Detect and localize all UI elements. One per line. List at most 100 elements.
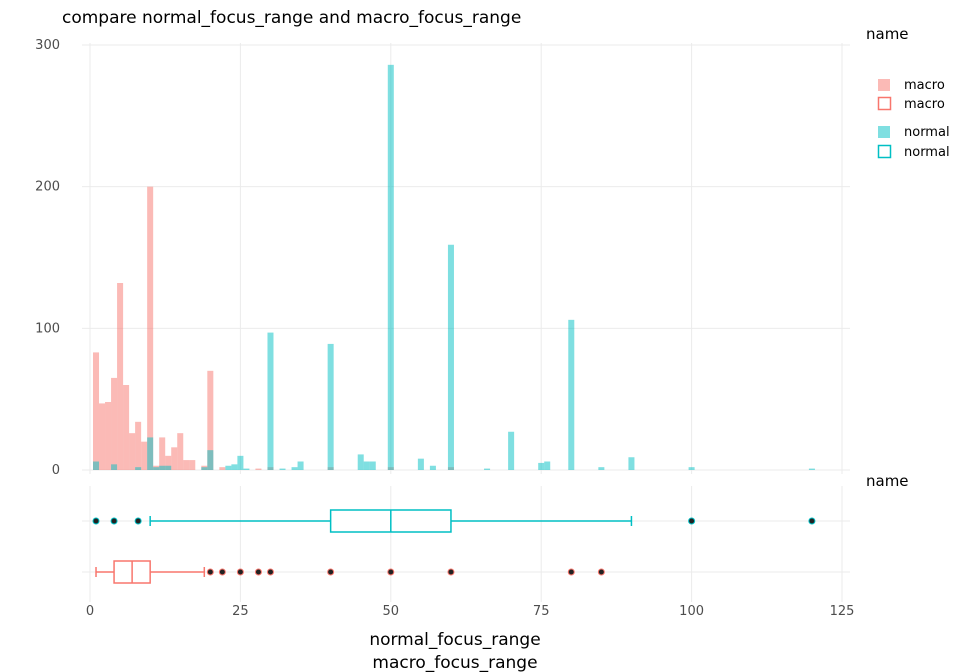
histogram-bar-macro <box>129 433 136 470</box>
histogram-bar-normal <box>291 467 298 470</box>
histogram-bar-macro <box>189 460 196 470</box>
legend-label-normal-fill: normal <box>904 125 950 140</box>
histogram-bar-macro <box>207 370 214 470</box>
histogram-bar-normal <box>267 332 274 470</box>
boxplot-macro <box>95 560 605 584</box>
outlier-point <box>327 568 335 576</box>
histogram-bar-macro <box>93 352 100 470</box>
histogram-bar-normal <box>369 461 376 470</box>
histogram-bar-normal <box>237 455 244 470</box>
histogram-bar-normal <box>327 343 334 470</box>
outlier-point <box>236 568 244 576</box>
x-axis-ticks: 0 25 50 75 100 125 <box>86 604 855 619</box>
legend-label-normal-box: normal <box>904 145 950 160</box>
histogram-bar-normal <box>538 462 545 470</box>
y-tick-label: 100 <box>35 321 60 336</box>
x-tick-label: 25 <box>232 604 249 619</box>
legend-label-macro-fill: macro <box>904 78 945 93</box>
outlier-point <box>597 568 605 576</box>
histogram-bar-normal <box>111 464 118 470</box>
outlier-point <box>447 568 455 576</box>
x-axis-title: normal_focus_range <box>369 630 540 650</box>
outlier-point <box>254 568 262 576</box>
y-tick-label: 300 <box>35 38 60 53</box>
histogram-bar-normal <box>165 465 172 470</box>
histogram-bar-normal <box>598 467 605 470</box>
histogram-bar-macro <box>177 433 184 470</box>
y-axis-ticks: 0 100 200 300 <box>35 38 60 478</box>
legend: name macro macro normal normal name <box>866 25 950 490</box>
legend-title: name <box>866 25 909 43</box>
histogram-bar-normal <box>243 468 250 470</box>
outlier-point <box>266 568 274 576</box>
outlier-point <box>92 517 100 525</box>
grid <box>82 43 850 602</box>
histogram-bar-normal <box>135 467 142 470</box>
histogram-bar-normal <box>417 458 424 470</box>
histogram-bar-macro <box>117 283 124 470</box>
histogram-bar-macro <box>171 447 178 470</box>
histogram-bar-normal <box>363 461 370 470</box>
histogram-bar-normal <box>484 468 491 470</box>
histogram-bar-normal <box>159 465 166 470</box>
histogram-bar-normal <box>387 64 394 470</box>
x-axis-title-secondary: macro_focus_range <box>372 653 537 672</box>
histogram-bar-normal <box>357 454 364 470</box>
histogram-bar-normal <box>231 464 238 470</box>
histogram-bar-macro <box>183 460 190 470</box>
histogram-bar-normal <box>279 468 286 470</box>
chart-title: compare normal_focus_range and macro_foc… <box>62 8 521 28</box>
histogram-bar-macro <box>105 402 112 470</box>
histogram-bar-normal <box>568 319 575 470</box>
histogram-bar-macro <box>165 455 172 470</box>
outlier-point <box>206 568 214 576</box>
histogram-bar-macro <box>111 377 118 470</box>
histogram-bar-macro <box>135 421 142 470</box>
legend-key-macro-box <box>877 96 892 111</box>
y-tick-label: 200 <box>35 180 60 195</box>
legend-key-normal-box <box>877 144 892 159</box>
histogram-bar-macro <box>147 186 154 470</box>
histogram-bar-normal <box>628 457 635 470</box>
histogram-bar-normal <box>147 437 154 470</box>
outlier-point <box>387 568 395 576</box>
histogram-bar-macro <box>123 385 130 470</box>
x-tick-label: 75 <box>533 604 550 619</box>
boxplots <box>92 509 816 584</box>
boxplot-normal <box>92 509 816 533</box>
histogram-bar-normal <box>297 461 304 470</box>
legend-key-macro-fill <box>878 79 890 91</box>
histogram-bar-normal <box>508 431 515 470</box>
y-tick-label: 0 <box>52 463 60 478</box>
x-tick-label: 50 <box>383 604 400 619</box>
outlier-point <box>218 568 226 576</box>
x-tick-label: 0 <box>86 604 94 619</box>
x-tick-label: 125 <box>830 604 855 619</box>
x-tick-label: 100 <box>679 604 704 619</box>
outlier-point <box>567 568 575 576</box>
histogram-bar-macro <box>255 468 262 470</box>
outlier-point <box>808 517 816 525</box>
outlier-point <box>688 517 696 525</box>
outlier-point <box>134 517 142 525</box>
histogram-bar-normal <box>808 468 815 470</box>
outlier-point <box>110 517 118 525</box>
legend-label-macro-box: macro <box>904 97 945 112</box>
histogram-bar-normal <box>93 461 100 470</box>
histogram-bar-macro <box>159 437 166 470</box>
histogram-bar-normal <box>153 467 160 470</box>
histogram-bars <box>93 64 815 470</box>
histogram-bar-macro <box>141 441 148 470</box>
histogram-bar-normal <box>447 244 454 470</box>
histogram-bar-normal <box>544 461 551 470</box>
histogram-bar-normal <box>688 467 695 470</box>
histogram-bar-macro <box>99 403 106 470</box>
legend-title-secondary: name <box>866 472 909 490</box>
histogram-bar-macro <box>219 467 226 470</box>
legend-key-normal-fill <box>878 126 890 138</box>
histogram-bar-normal <box>225 465 232 470</box>
histogram-bar-normal <box>429 465 436 470</box>
histogram-bar-normal <box>201 467 208 470</box>
histogram-bar-normal <box>207 450 214 470</box>
